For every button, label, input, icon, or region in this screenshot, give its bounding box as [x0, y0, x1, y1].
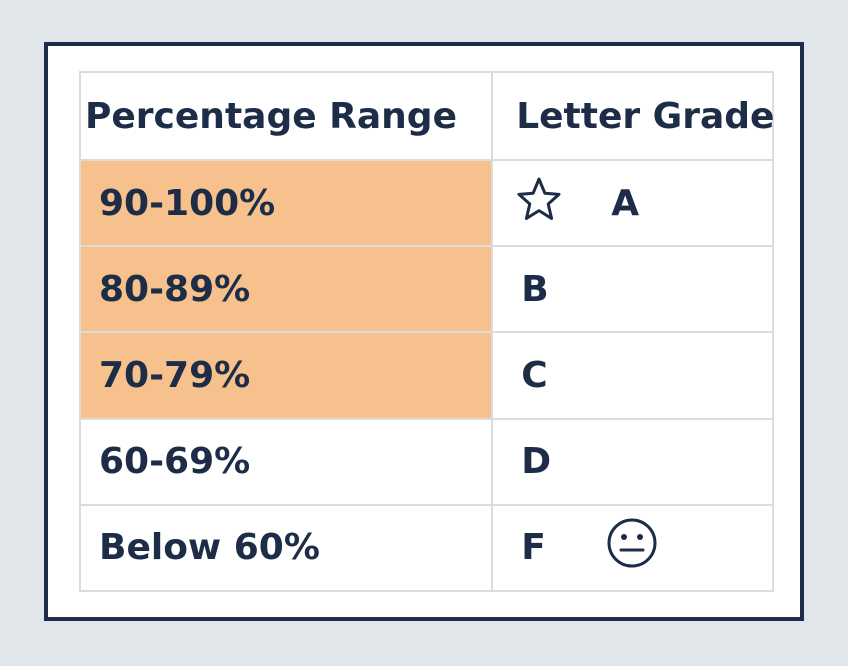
table-row: Below 60% F: [78, 503, 774, 593]
table-header-row: Percentage Range Letter Grade: [78, 70, 774, 162]
table-row: 60-69% D: [78, 417, 774, 506]
grade-cell: D: [491, 417, 774, 506]
range-cell: Below 60%: [78, 503, 494, 593]
header-letter-grade: Letter Grade: [491, 70, 774, 162]
grade-cell: A: [491, 159, 774, 248]
grade-letter: F: [521, 527, 546, 569]
neutral-face-icon: [604, 517, 660, 578]
table-row: 80-89% B: [78, 245, 774, 334]
range-cell: 60-69%: [78, 417, 494, 506]
table-row: 90-100% A: [78, 159, 774, 248]
range-cell: 80-89%: [78, 245, 494, 334]
grade-cell: B: [491, 245, 774, 334]
grade-cell: C: [491, 331, 774, 420]
grade-letter: A: [611, 182, 640, 224]
range-cell: 70-79%: [78, 331, 494, 420]
header-percentage-range: Percentage Range: [78, 70, 494, 162]
range-cell: 90-100%: [78, 159, 494, 248]
grade-cell: F: [491, 503, 774, 593]
star-outline-icon: [515, 176, 563, 231]
grade-table: Percentage Range Letter Grade 90-100% A …: [78, 70, 774, 593]
table-row: 70-79% C: [78, 331, 774, 420]
table-frame: Percentage Range Letter Grade 90-100% A …: [44, 42, 804, 621]
